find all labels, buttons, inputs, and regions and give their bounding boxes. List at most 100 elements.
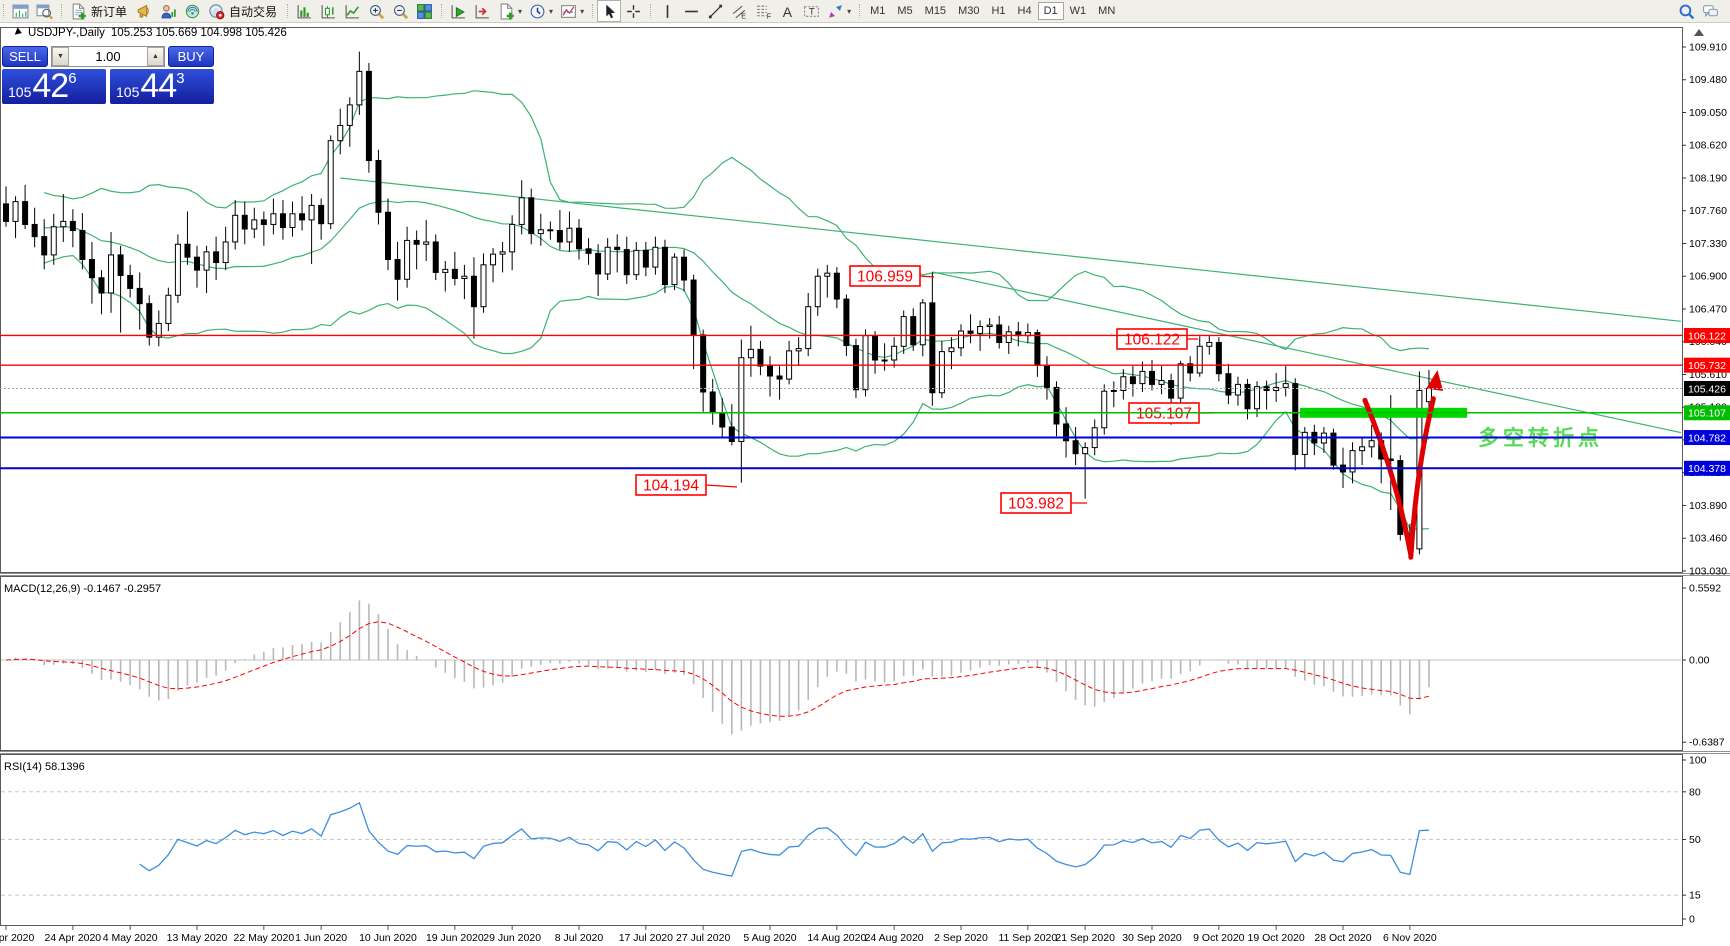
svg-text:105.732: 105.732 (1688, 360, 1726, 372)
zoom-in-icon[interactable] (364, 0, 388, 22)
buy-price-main: 44 (140, 67, 177, 106)
price-tick: 108.190 (1689, 172, 1727, 184)
svg-text:F: F (766, 11, 771, 20)
search-icon[interactable] (1674, 0, 1698, 22)
timeframe-mn-button[interactable]: MN (1098, 5, 1116, 17)
chart-shift-icon[interactable] (470, 0, 494, 22)
time-axis-label: 11 Sep 2020 (998, 932, 1057, 944)
timeframe-m15-button[interactable]: M15 (924, 5, 947, 17)
megaphone-icon[interactable] (132, 0, 156, 22)
volume-input[interactable] (69, 47, 147, 66)
price-tick: 107.330 (1689, 238, 1727, 250)
price-callout-104.194[interactable] (635, 474, 707, 496)
chart-symbol-marker (14, 27, 24, 37)
time-axis-label: 28 Oct 2020 (1314, 932, 1371, 944)
buy-price-base: 105 (116, 84, 140, 100)
price-tick: 106.470 (1689, 303, 1727, 315)
scroll-to-end-marker[interactable] (1694, 29, 1704, 36)
cursor-icon[interactable] (597, 0, 622, 22)
line-chart-icon[interactable] (340, 0, 364, 22)
trendline-1 (340, 177, 1681, 322)
new-chart-dropdown-caret[interactable]: ▾ (518, 6, 523, 16)
time-axis-label: 29 Jun 2020 (483, 932, 541, 944)
time-axis-label: 8 Jul 2020 (555, 932, 604, 944)
sell-price-base: 105 (8, 84, 32, 100)
candles-chart-icon[interactable] (316, 0, 340, 22)
autotrade-icon[interactable] (204, 0, 228, 22)
arrows-icon[interactable] (823, 0, 847, 22)
price-tick: 103.030 (1689, 565, 1727, 577)
timeframe-w1-button[interactable]: W1 (1069, 5, 1087, 17)
macd-plot (1, 600, 1681, 735)
rsi-line (139, 801, 1429, 877)
chart-window-icon[interactable] (8, 0, 32, 22)
buy-price-display[interactable]: 105 44 3 (110, 69, 214, 104)
price-tick: 109.050 (1689, 107, 1727, 119)
sell-price-pip: 6 (68, 70, 77, 87)
timeframe-m30-button[interactable]: M30 (958, 5, 980, 17)
red-arrow-head (1426, 369, 1444, 391)
zoom-out-icon[interactable] (388, 0, 412, 22)
text-icon[interactable]: A (775, 0, 799, 22)
clock-icon[interactable] (525, 0, 549, 22)
trendline-icon[interactable] (703, 0, 727, 22)
volume-increase-button[interactable]: ▲ (147, 47, 164, 66)
autotrade-label: 自动交易 (229, 4, 278, 19)
one-click-trading-panel: SELL ▼ ▲ BUY 105 42 6 105 44 3 (2, 46, 214, 104)
tile-windows-icon[interactable] (412, 0, 436, 22)
indicators-dropdown-caret[interactable]: ▾ (580, 6, 585, 16)
volume-control: ▼ ▲ (51, 46, 165, 67)
arrows-dropdown-caret[interactable]: ▾ (847, 6, 852, 16)
time-axis-label: 21 Sep 2020 (1055, 932, 1115, 944)
clock-dropdown-caret[interactable]: ▾ (549, 6, 554, 16)
svg-text:104.782: 104.782 (1688, 432, 1726, 444)
buy-button[interactable]: BUY (168, 46, 214, 67)
price-label-106.122 (1684, 327, 1730, 343)
text-label-icon[interactable]: T (799, 0, 823, 22)
signal-icon[interactable] (180, 0, 204, 22)
timeframe-h1-button[interactable]: H1 (991, 5, 1006, 17)
rsi-tick: 50 (1689, 834, 1701, 846)
svg-text:A: A (782, 3, 792, 19)
indicators-icon[interactable] (556, 0, 580, 22)
price-tick: 109.910 (1689, 42, 1727, 54)
rsi-tick: 0 (1689, 914, 1695, 926)
bollinger-middle-band (44, 200, 1429, 440)
price-tick: 109.480 (1689, 74, 1727, 86)
trader-icon[interactable] (156, 0, 180, 22)
vline-icon[interactable] (655, 0, 679, 22)
price-callout-106.959[interactable] (849, 265, 921, 287)
sell-button[interactable]: SELL (2, 46, 48, 67)
macd-label: MACD(12,26,9) -0.1467 -0.2957 (4, 583, 161, 595)
channel-icon[interactable]: E (727, 0, 751, 22)
data-window-icon[interactable] (32, 0, 56, 22)
fibonacci-icon[interactable]: F (751, 0, 775, 22)
price-tick: 103.460 (1689, 533, 1727, 545)
timeframe-d1-button[interactable]: D1 (1037, 2, 1064, 20)
price-callout-103.982[interactable] (1000, 492, 1072, 514)
chat-icon[interactable] (1698, 0, 1722, 22)
timeframe-m5-button[interactable]: M5 (897, 5, 913, 17)
time-axis-label: 19 Jun 2020 (426, 932, 484, 944)
new-order-icon[interactable] (66, 0, 90, 22)
new-chart-icon[interactable] (494, 0, 518, 22)
time-axis-label: 9 Oct 2020 (1193, 932, 1245, 944)
toolbar-group (0, 0, 58, 22)
sell-price-display[interactable]: 105 42 6 (2, 69, 106, 104)
bars-chart-icon[interactable] (292, 0, 316, 22)
timeframe-h4-button[interactable]: H4 (1017, 5, 1032, 17)
time-axis-label: 5 Aug 2020 (743, 932, 796, 944)
volume-decrease-button[interactable]: ▼ (52, 47, 69, 66)
auto-scroll-icon[interactable] (446, 0, 470, 22)
crosshair-icon[interactable] (621, 0, 645, 22)
hline-icon[interactable] (679, 0, 703, 22)
chart-symbol-period: USDJPY-,Daily (28, 27, 105, 39)
bollinger-upper-band (44, 90, 1429, 352)
price-label-105.107 (1684, 405, 1730, 421)
timeframe-m1-button[interactable]: M1 (870, 5, 886, 17)
toolbar-group: ▾ ▾ ▾ (438, 0, 589, 22)
svg-text:103.982: 103.982 (1008, 496, 1064, 513)
price-callout-106.122[interactable] (1116, 328, 1188, 350)
macd-tick: 0.00 (1689, 655, 1710, 667)
